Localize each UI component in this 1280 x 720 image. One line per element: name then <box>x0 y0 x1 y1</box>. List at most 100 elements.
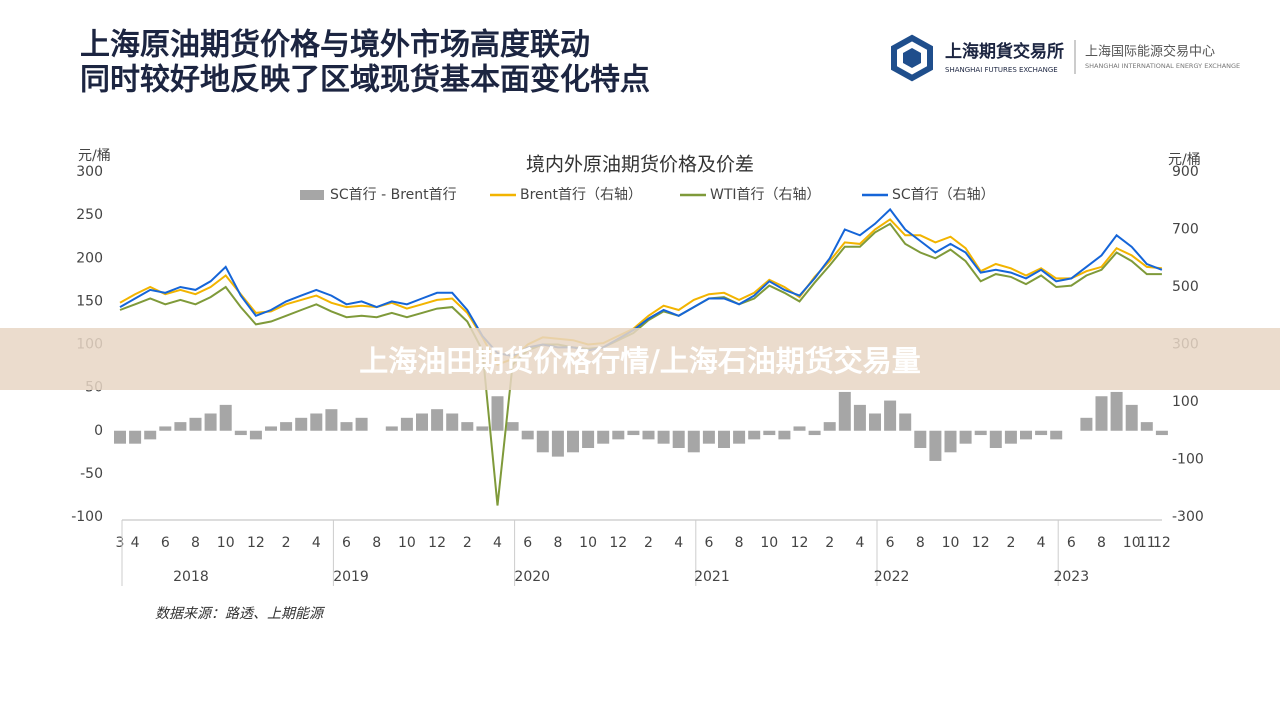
bar <box>385 426 398 431</box>
logo-icon <box>891 34 933 82</box>
bar <box>1004 430 1017 444</box>
x-tick-label: 10 <box>1123 535 1141 551</box>
bar <box>567 430 579 453</box>
line <box>119 222 1162 506</box>
x-tick-label: 2 <box>282 535 291 551</box>
bar <box>1155 430 1168 436</box>
overlay-banner: 上海油田期货价格行情/上海石油期货交易量 <box>0 328 1280 390</box>
x-tick-label: 4 <box>1037 535 1046 551</box>
x-tick-label: 8 <box>372 535 381 551</box>
plot <box>114 207 1168 506</box>
bar <box>491 396 504 431</box>
bar <box>234 430 247 436</box>
bar <box>1095 396 1108 431</box>
y2-tick-label: -100 <box>1172 452 1204 468</box>
y2-tick-label: 700 <box>1172 222 1199 238</box>
x-tick-label: 11 <box>1138 535 1156 551</box>
y-tick-label: 250 <box>76 207 103 223</box>
bar <box>944 430 957 453</box>
slide-title-line: 上海原油期货价格与境外市场高度联动 <box>80 28 590 63</box>
bar <box>793 426 806 431</box>
bar <box>627 430 640 436</box>
y-tick-label: 150 <box>76 293 103 309</box>
bar <box>249 430 262 440</box>
bar <box>536 430 549 453</box>
x-tick-label: 2 <box>825 535 834 551</box>
x-tick-label: 12 <box>247 535 265 551</box>
x-tick-label: 6 <box>704 535 713 551</box>
bar <box>431 409 444 431</box>
bar <box>702 430 715 444</box>
x-tick-label: 10 <box>398 535 416 551</box>
x-tick-label: 3 <box>116 535 125 551</box>
ine-subtext: SHANGHAI INTERNATIONAL ENERGY EXCHANGE <box>1085 62 1240 70</box>
bar <box>174 422 187 431</box>
bar <box>687 430 700 453</box>
year-label: 2023 <box>1053 569 1089 585</box>
bar <box>310 413 323 431</box>
x-tick-label: 8 <box>553 535 562 551</box>
bar <box>461 422 474 431</box>
x-tick-label: 12 <box>609 535 627 551</box>
bar <box>838 391 851 431</box>
line <box>119 218 1162 366</box>
x-tick-label: 6 <box>1067 535 1076 551</box>
bar <box>778 430 791 440</box>
y-tick-label: 200 <box>76 250 103 266</box>
bar <box>959 430 972 444</box>
bar <box>974 430 987 436</box>
bar <box>1125 404 1138 431</box>
x-tick-label: 8 <box>1097 535 1106 551</box>
x-tick-label: 4 <box>312 535 321 551</box>
chart-title: 境内外原油期货价格及价差 <box>526 154 754 176</box>
year-label: 2020 <box>514 569 550 585</box>
year-label: 2021 <box>694 569 730 585</box>
bar <box>416 413 428 431</box>
x-tick-label: 8 <box>916 535 925 551</box>
x-tick-label: 10 <box>760 535 778 551</box>
bar <box>204 413 217 431</box>
bar <box>144 430 157 440</box>
bar <box>718 430 730 448</box>
y-tick-label: 0 <box>94 423 103 439</box>
x-tick-label: 8 <box>191 535 200 551</box>
x-tick-label: 8 <box>735 535 744 551</box>
year-label: 2019 <box>333 569 369 585</box>
bar <box>129 430 142 444</box>
x-tick-label: 6 <box>342 535 351 551</box>
bar <box>657 430 670 444</box>
bar <box>823 422 836 431</box>
x-tick-label: 4 <box>131 535 140 551</box>
x-tick-label: 6 <box>161 535 170 551</box>
bar <box>1110 391 1123 431</box>
x-tick-label: 6 <box>886 535 895 551</box>
y2-tick-label: -300 <box>1172 509 1204 525</box>
bar <box>642 430 655 440</box>
bar <box>869 413 881 431</box>
logo-text: 上海期貨交易所 <box>945 41 1064 62</box>
bar <box>506 422 519 431</box>
x-tick-label: 4 <box>855 535 864 551</box>
x-tick-label: 4 <box>674 535 683 551</box>
bar <box>1035 430 1048 436</box>
bar <box>280 422 293 431</box>
legend-swatch <box>300 190 324 200</box>
bar <box>325 409 338 431</box>
x-tick-label: 4 <box>493 535 502 551</box>
bar <box>914 430 927 448</box>
bar <box>899 413 912 431</box>
bar <box>597 430 610 444</box>
bar <box>476 426 489 431</box>
bar <box>929 430 942 461</box>
bar <box>400 417 413 431</box>
slide-title-line: 同时较好地反映了区域现货基本面变化特点 <box>80 63 650 98</box>
y2-tick-label: 900 <box>1172 164 1199 180</box>
x-tick-label: 10 <box>217 535 235 551</box>
source-note: 数据来源：路透、上期能源 <box>155 606 326 622</box>
x-tick-label: 2 <box>463 535 472 551</box>
line <box>119 207 1163 358</box>
bar <box>989 430 1002 448</box>
legend-label: SC首行 - Brent首行 <box>330 187 457 203</box>
